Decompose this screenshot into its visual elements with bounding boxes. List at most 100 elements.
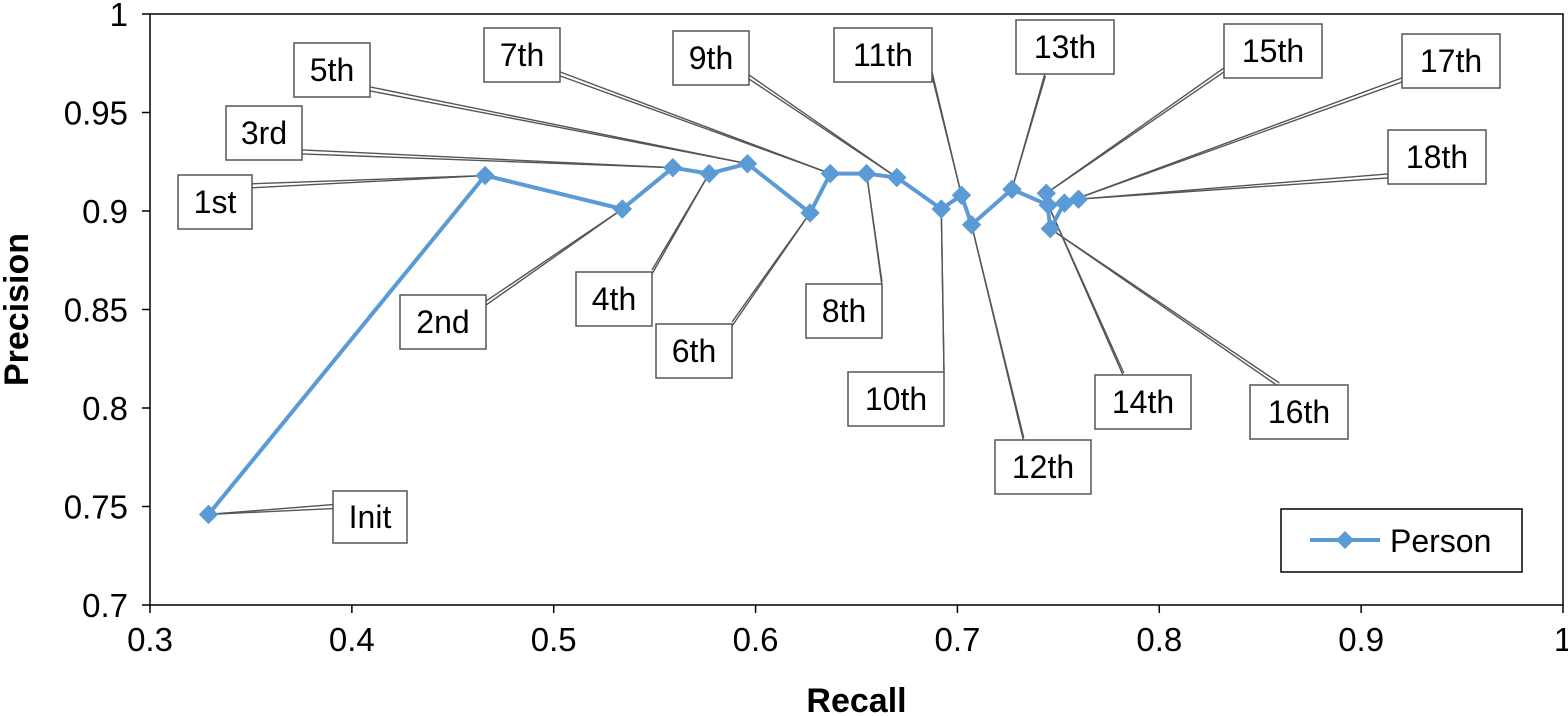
point-label: 8th (822, 293, 866, 329)
callout-box (1387, 129, 1487, 185)
callout-leader (1078, 177, 1389, 200)
series-person (198, 154, 1089, 525)
point-label: 18th (1406, 139, 1468, 175)
data-point (951, 185, 972, 205)
data-point (856, 163, 877, 184)
callout-box (575, 271, 653, 327)
legend: Person (1280, 508, 1523, 573)
data-point (475, 165, 495, 186)
callout-leader (931, 75, 963, 196)
x-tick-label: 0.4 (329, 621, 375, 658)
callout-leader (369, 90, 748, 165)
callout-leader (1064, 81, 1403, 204)
callout-leader (748, 78, 898, 179)
data-point (1036, 183, 1056, 203)
data-point (663, 157, 683, 178)
point-labels: Init 1st 2nd 3rd 4th 5th 6th 7th 8th 9th 10th 11th 1… (177, 19, 1501, 544)
x-tick-label: 0.3 (127, 621, 173, 658)
callout-leader (865, 173, 883, 287)
point-label: 13th (1034, 29, 1096, 65)
y-tick-label: 0.7 (82, 587, 128, 624)
legend-label: Person (1390, 523, 1491, 559)
callout-box (225, 105, 303, 161)
callout-leader (651, 173, 710, 275)
point-label: 4th (592, 281, 636, 317)
callout-box (1401, 33, 1501, 89)
point-label: 14th (1112, 384, 1174, 420)
x-tick-label: 0.7 (934, 621, 980, 658)
data-point (1040, 219, 1060, 239)
point-label: 9th (689, 40, 733, 76)
y-tick-label: 0.9 (82, 193, 128, 230)
point-label: 7th (500, 37, 544, 73)
legend-marker (1336, 531, 1354, 549)
callout-leader (1049, 228, 1280, 388)
data-point (1054, 193, 1075, 213)
callout-box (672, 30, 750, 86)
point-label: 1st (194, 184, 237, 220)
y-tick-label: 1 (110, 0, 128, 33)
callout-box (1223, 23, 1323, 79)
y-tick-label: 0.85 (64, 292, 128, 329)
callout-box (483, 27, 561, 83)
callout-box (847, 371, 945, 427)
callout-leader (731, 212, 811, 327)
point-label: Init (349, 499, 392, 535)
point-label: 5th (310, 52, 354, 88)
data-point (1038, 195, 1058, 215)
data-point (931, 199, 951, 219)
point-label: 16th (1268, 394, 1330, 430)
callout-leader (559, 75, 831, 175)
point-label: 11th (853, 37, 913, 73)
x-tick-label: 0.9 (1338, 621, 1384, 658)
callout-leader (1047, 204, 1125, 378)
data-point (1068, 189, 1089, 209)
point-label: 17th (1420, 43, 1482, 79)
callout-box (994, 439, 1092, 495)
x-tick-label: 0.8 (1136, 621, 1182, 658)
callout-leader (1011, 75, 1047, 190)
callout-box (1015, 19, 1115, 75)
callout-box (399, 294, 487, 350)
callout-box (655, 323, 733, 379)
callout-leader (940, 209, 945, 375)
callout-box (177, 174, 253, 230)
point-label: 12th (1012, 449, 1074, 485)
data-point (800, 203, 820, 223)
data-point (820, 163, 840, 184)
y-axis-title: Precision (0, 233, 36, 386)
series-line (206, 161, 1080, 516)
data-point (961, 215, 982, 235)
callout-box (833, 27, 933, 83)
data-point (1002, 179, 1022, 200)
x-axis-title: Recall (806, 682, 906, 716)
x-tick-label: 1 (1554, 621, 1568, 658)
callout-box (293, 42, 371, 98)
axes: 0.3 0.4 0.5 0.6 0.7 0.8 0.9 1 0.7 0.75 0.8 0.85 0.9 0… (64, 0, 1568, 658)
callout-leader (485, 208, 623, 306)
callout-leader (970, 224, 1025, 443)
point-label: 3rd (241, 115, 287, 151)
callout-box (805, 283, 883, 339)
callout-box (332, 490, 408, 544)
data-point (198, 504, 219, 525)
x-tick-label: 0.5 (531, 621, 577, 658)
data-point (737, 154, 758, 174)
callout-leaders (208, 67, 1403, 516)
point-label: 10th (865, 381, 927, 417)
y-tick-label: 0.75 (64, 489, 128, 526)
callout-leader (251, 174, 486, 189)
callout-leader (208, 507, 334, 516)
data-point (699, 163, 719, 184)
data-point (612, 199, 633, 219)
point-label: 2nd (416, 304, 469, 340)
y-tick-label: 0.8 (82, 390, 128, 427)
callout-leader (301, 153, 673, 169)
x-tick-label: 0.6 (733, 621, 779, 658)
point-label: 15th (1242, 33, 1304, 69)
callout-box (1094, 374, 1192, 430)
callout-box (1249, 384, 1349, 440)
callout-leader (1045, 71, 1225, 194)
point-label: 6th (672, 333, 716, 369)
